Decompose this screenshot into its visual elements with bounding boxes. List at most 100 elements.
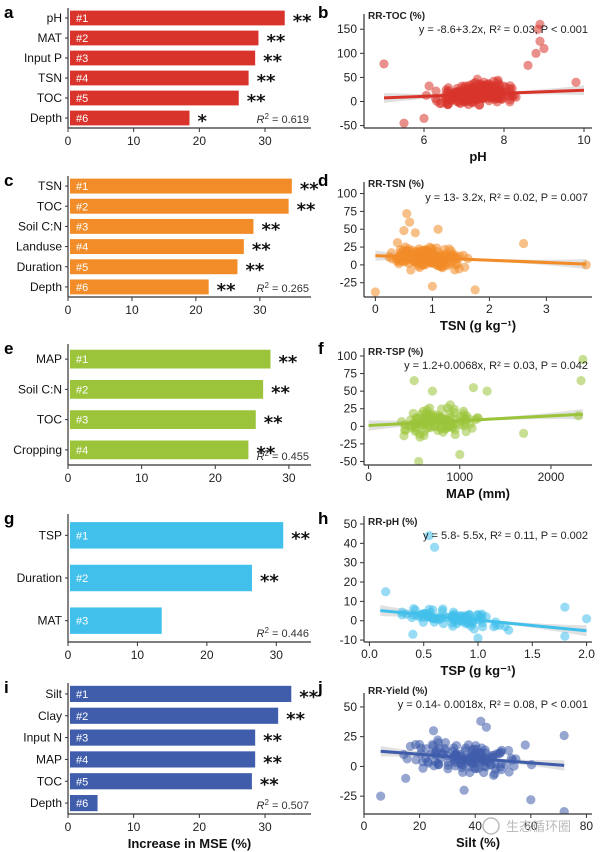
significance-marker: ** (217, 280, 236, 301)
x-axis-title: TSN (g kg⁻¹) (440, 318, 516, 333)
bar-category-label: Input P (24, 51, 62, 65)
y-tick-label: -50 (340, 454, 358, 468)
scatter-title: RR-TOC (%) (368, 11, 425, 22)
x-tick-label: 2 (486, 302, 493, 316)
y-tick-label: 0 (350, 95, 357, 109)
panel-e: e #1 MAP ** #2 Soil C:N ** #3 TOC ** #4 Cropping ** 0… (4, 339, 311, 485)
data-point (423, 758, 434, 768)
x-tick-label: 10 (577, 133, 591, 147)
significance-marker: ** (247, 91, 266, 112)
panel-letter: h (318, 509, 328, 528)
data-point (440, 743, 450, 754)
data-point (421, 744, 431, 754)
y-tick-label: 25 (344, 240, 358, 254)
data-point (576, 376, 586, 386)
bar-rank-label: #1 (76, 354, 88, 366)
x-tick-label: 0 (65, 134, 72, 148)
data-point (581, 614, 592, 624)
bar-rank-label: #2 (76, 573, 88, 585)
data-point (414, 456, 424, 465)
bar-category-label: TSN (38, 179, 62, 193)
significance-marker: ** (297, 199, 316, 220)
bar-tsp (70, 522, 284, 549)
data-point (376, 791, 386, 801)
data-point (408, 629, 418, 639)
bar-toc (70, 90, 239, 106)
bar-category-label: Landuse (16, 240, 62, 254)
r2-annotation: R2 = 0.265 (257, 281, 309, 295)
regression-equation: y = 0.14- 0.0018x, R² = 0.08, P < 0.001 (398, 699, 588, 711)
bar-rank-label: #3 (76, 616, 88, 628)
y-tick-label: 20 (344, 575, 358, 589)
data-point (450, 429, 460, 440)
data-points (381, 531, 592, 642)
x-tick-label: 10 (135, 471, 149, 485)
data-point (468, 383, 479, 393)
x-tick-label: 0 (65, 820, 72, 834)
y-tick-label: -25 (340, 276, 358, 290)
bar-rank-label: #2 (76, 711, 88, 723)
data-point (428, 726, 439, 736)
x-tick-label: 3 (543, 302, 550, 316)
panel-letter: g (4, 509, 14, 528)
significance-marker: ** (293, 11, 312, 32)
data-point (489, 622, 499, 632)
data-points (379, 19, 581, 128)
regression-line (375, 254, 587, 266)
data-point (433, 224, 443, 234)
data-point (402, 208, 412, 219)
y-tick-label: 50 (344, 384, 358, 398)
bar-category-label: TSP (39, 528, 62, 542)
x-tick-label: 0.5 (415, 647, 432, 661)
y-tick-label: 50 (344, 517, 358, 531)
data-point (433, 425, 443, 436)
x-axis-title: Increase in MSE (%) (128, 836, 252, 851)
data-point (409, 376, 419, 386)
panel-letter: a (4, 3, 14, 22)
data-point (370, 287, 380, 297)
bar-map (70, 751, 256, 768)
significance-marker: ** (266, 31, 285, 52)
scatter-title: RR-pH (%) (368, 517, 417, 528)
bar-category-label: Cropping (13, 443, 62, 457)
data-point (473, 633, 483, 642)
bar-rank-label: #1 (76, 13, 88, 25)
data-point (490, 764, 501, 774)
significance-marker: ** (300, 179, 319, 200)
data-point (427, 281, 437, 291)
panel-i: i #1 Silt ** #2 Clay ** #3 Input N ** #4 MAP ** #5 TOC… (4, 678, 319, 851)
data-point (474, 100, 485, 110)
x-tick-label: 2.0 (578, 647, 595, 661)
bar-rank-label: #4 (76, 445, 88, 457)
significance-marker: ** (264, 413, 283, 434)
data-point (482, 386, 492, 396)
significance-marker: ** (263, 51, 282, 72)
significance-marker: * (198, 111, 208, 132)
bar-category-label: TSN (38, 71, 62, 85)
x-axis-title: Silt (%) (456, 835, 500, 850)
y-tick-label: 40 (344, 536, 358, 550)
data-point (470, 285, 480, 295)
significance-marker: ** (299, 687, 318, 708)
y-tick-label: 0 (350, 419, 357, 433)
bar-rank-label: #4 (76, 242, 88, 254)
x-tick-label: 1.5 (524, 647, 541, 661)
panel-letter: c (4, 171, 13, 190)
data-point (415, 429, 425, 439)
x-axis-title: MAP (mm) (446, 486, 510, 501)
regression-line (380, 609, 587, 633)
bar-category-label: MAP (36, 352, 62, 366)
x-tick-label: 30 (253, 303, 267, 317)
data-point (449, 407, 460, 418)
data-point (458, 96, 468, 106)
data-point (399, 226, 409, 236)
scatter-title: RR-Yield (%) (368, 686, 428, 697)
y-tick-label: 100 (337, 46, 357, 60)
r2-annotation: R2 = 0.619 (257, 112, 309, 126)
x-tick-label: 0 (65, 471, 72, 485)
bar-category-label: TOC (37, 774, 62, 788)
bar-soil-c-n (70, 218, 254, 234)
significance-marker: ** (256, 443, 275, 464)
